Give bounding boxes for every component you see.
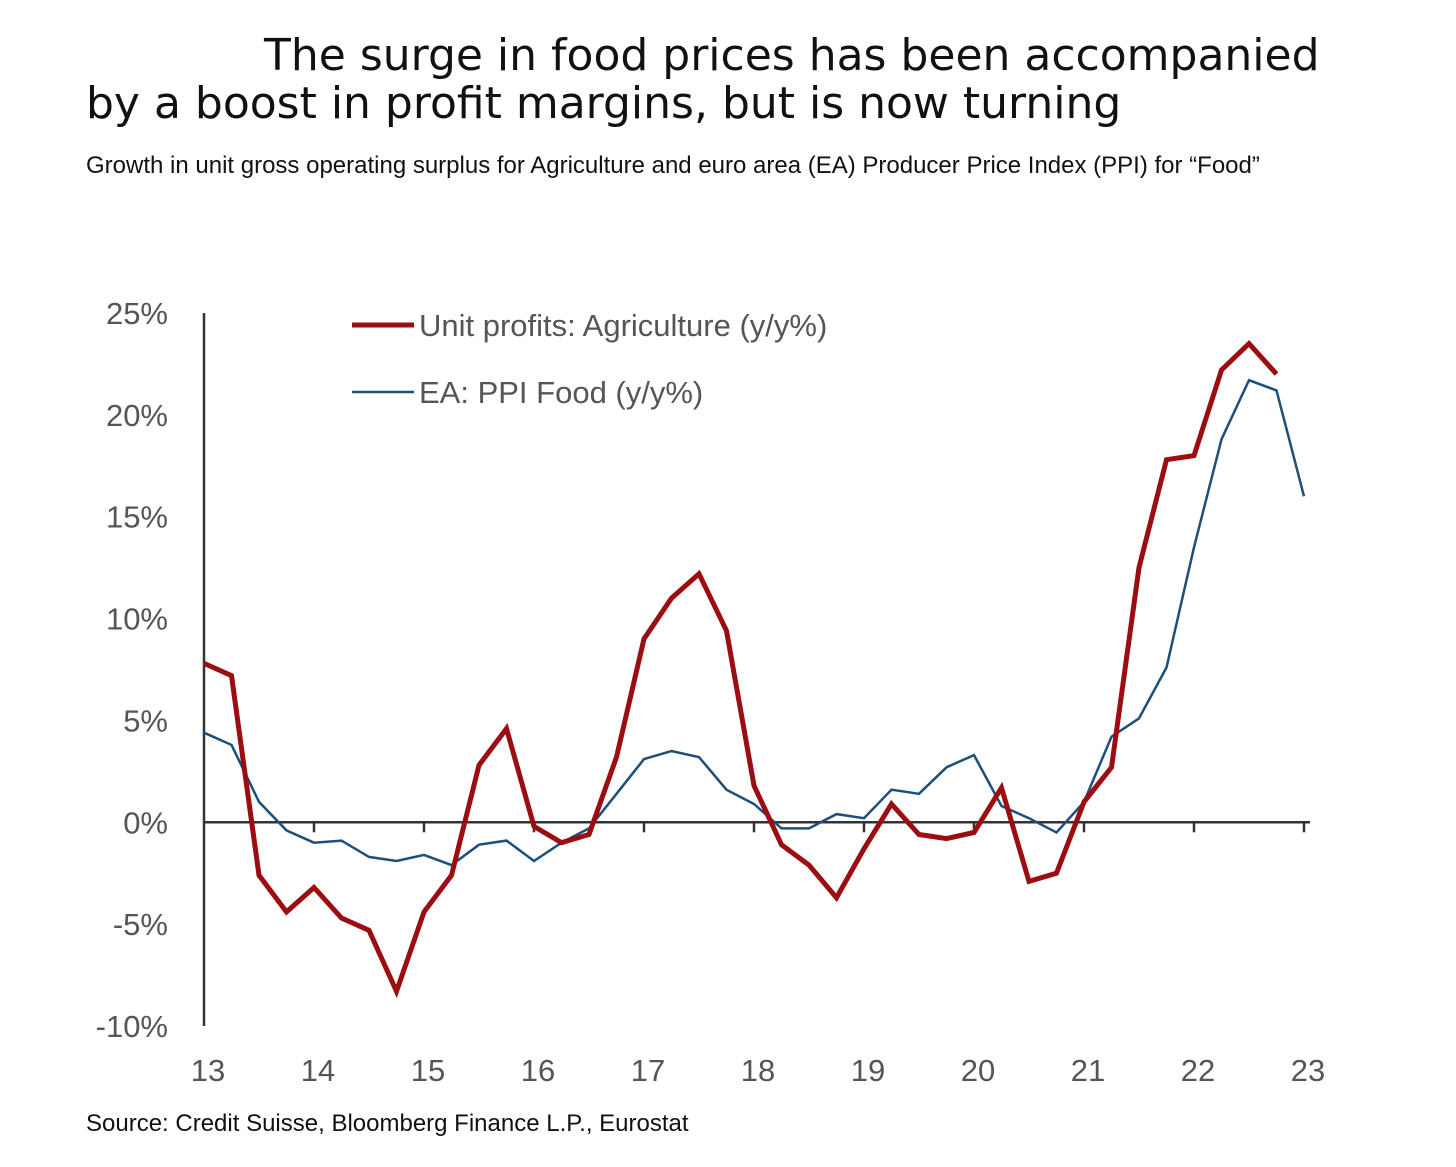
x-tick-label: 20 xyxy=(961,1053,995,1088)
chart-axes xyxy=(202,313,1310,1026)
chart-title: The surge in food prices has been accomp… xyxy=(86,30,1320,129)
x-tick-label: 18 xyxy=(741,1053,775,1088)
x-tick-label: 13 xyxy=(191,1053,225,1088)
x-axis-ticks: 13 14 15 16 17 18 19 20 21 22 23 xyxy=(191,822,1325,1088)
x-tick-label: 21 xyxy=(1071,1053,1105,1088)
x-tick-label: 17 xyxy=(631,1053,665,1088)
y-tick-label: -10% xyxy=(96,1009,168,1044)
legend-label: EA: PPI Food (y/y%) xyxy=(419,375,703,410)
y-tick-label: 15% xyxy=(106,500,168,535)
y-tick-label: 5% xyxy=(123,703,168,738)
legend-item-agriculture: Unit profits: Agriculture (y/y%) xyxy=(352,308,827,343)
chart-subtitle: Growth in unit gross operating surplus f… xyxy=(86,152,1260,179)
series-line-ppi-food xyxy=(203,378,1306,867)
y-tick-label: -5% xyxy=(113,907,168,942)
x-tick-label: 14 xyxy=(301,1053,335,1088)
source-note: Source: Credit Suisse, Bloomberg Finance… xyxy=(86,1110,689,1137)
x-tick-label: 19 xyxy=(851,1053,885,1088)
x-tick-label: 22 xyxy=(1181,1053,1215,1088)
legend-item-ppi-food: EA: PPI Food (y/y%) xyxy=(352,375,703,410)
series-line-agriculture xyxy=(202,340,1279,999)
y-tick-label: 25% xyxy=(106,296,168,331)
y-tick-label: 0% xyxy=(123,805,168,840)
y-tick-label: 20% xyxy=(106,398,168,433)
x-tick-label: 23 xyxy=(1291,1053,1325,1088)
legend-label: Unit profits: Agriculture (y/y%) xyxy=(419,308,827,343)
x-tick-label: 16 xyxy=(521,1053,555,1088)
x-tick-label: 15 xyxy=(411,1053,445,1088)
series-layer xyxy=(202,340,1306,999)
y-tick-label: 10% xyxy=(106,602,168,637)
y-axis-ticks: 25% 20% 15% 10% 5% 0% -5% -10% xyxy=(96,296,168,1044)
legend: Unit profits: Agriculture (y/y%) EA: PPI … xyxy=(352,308,827,410)
